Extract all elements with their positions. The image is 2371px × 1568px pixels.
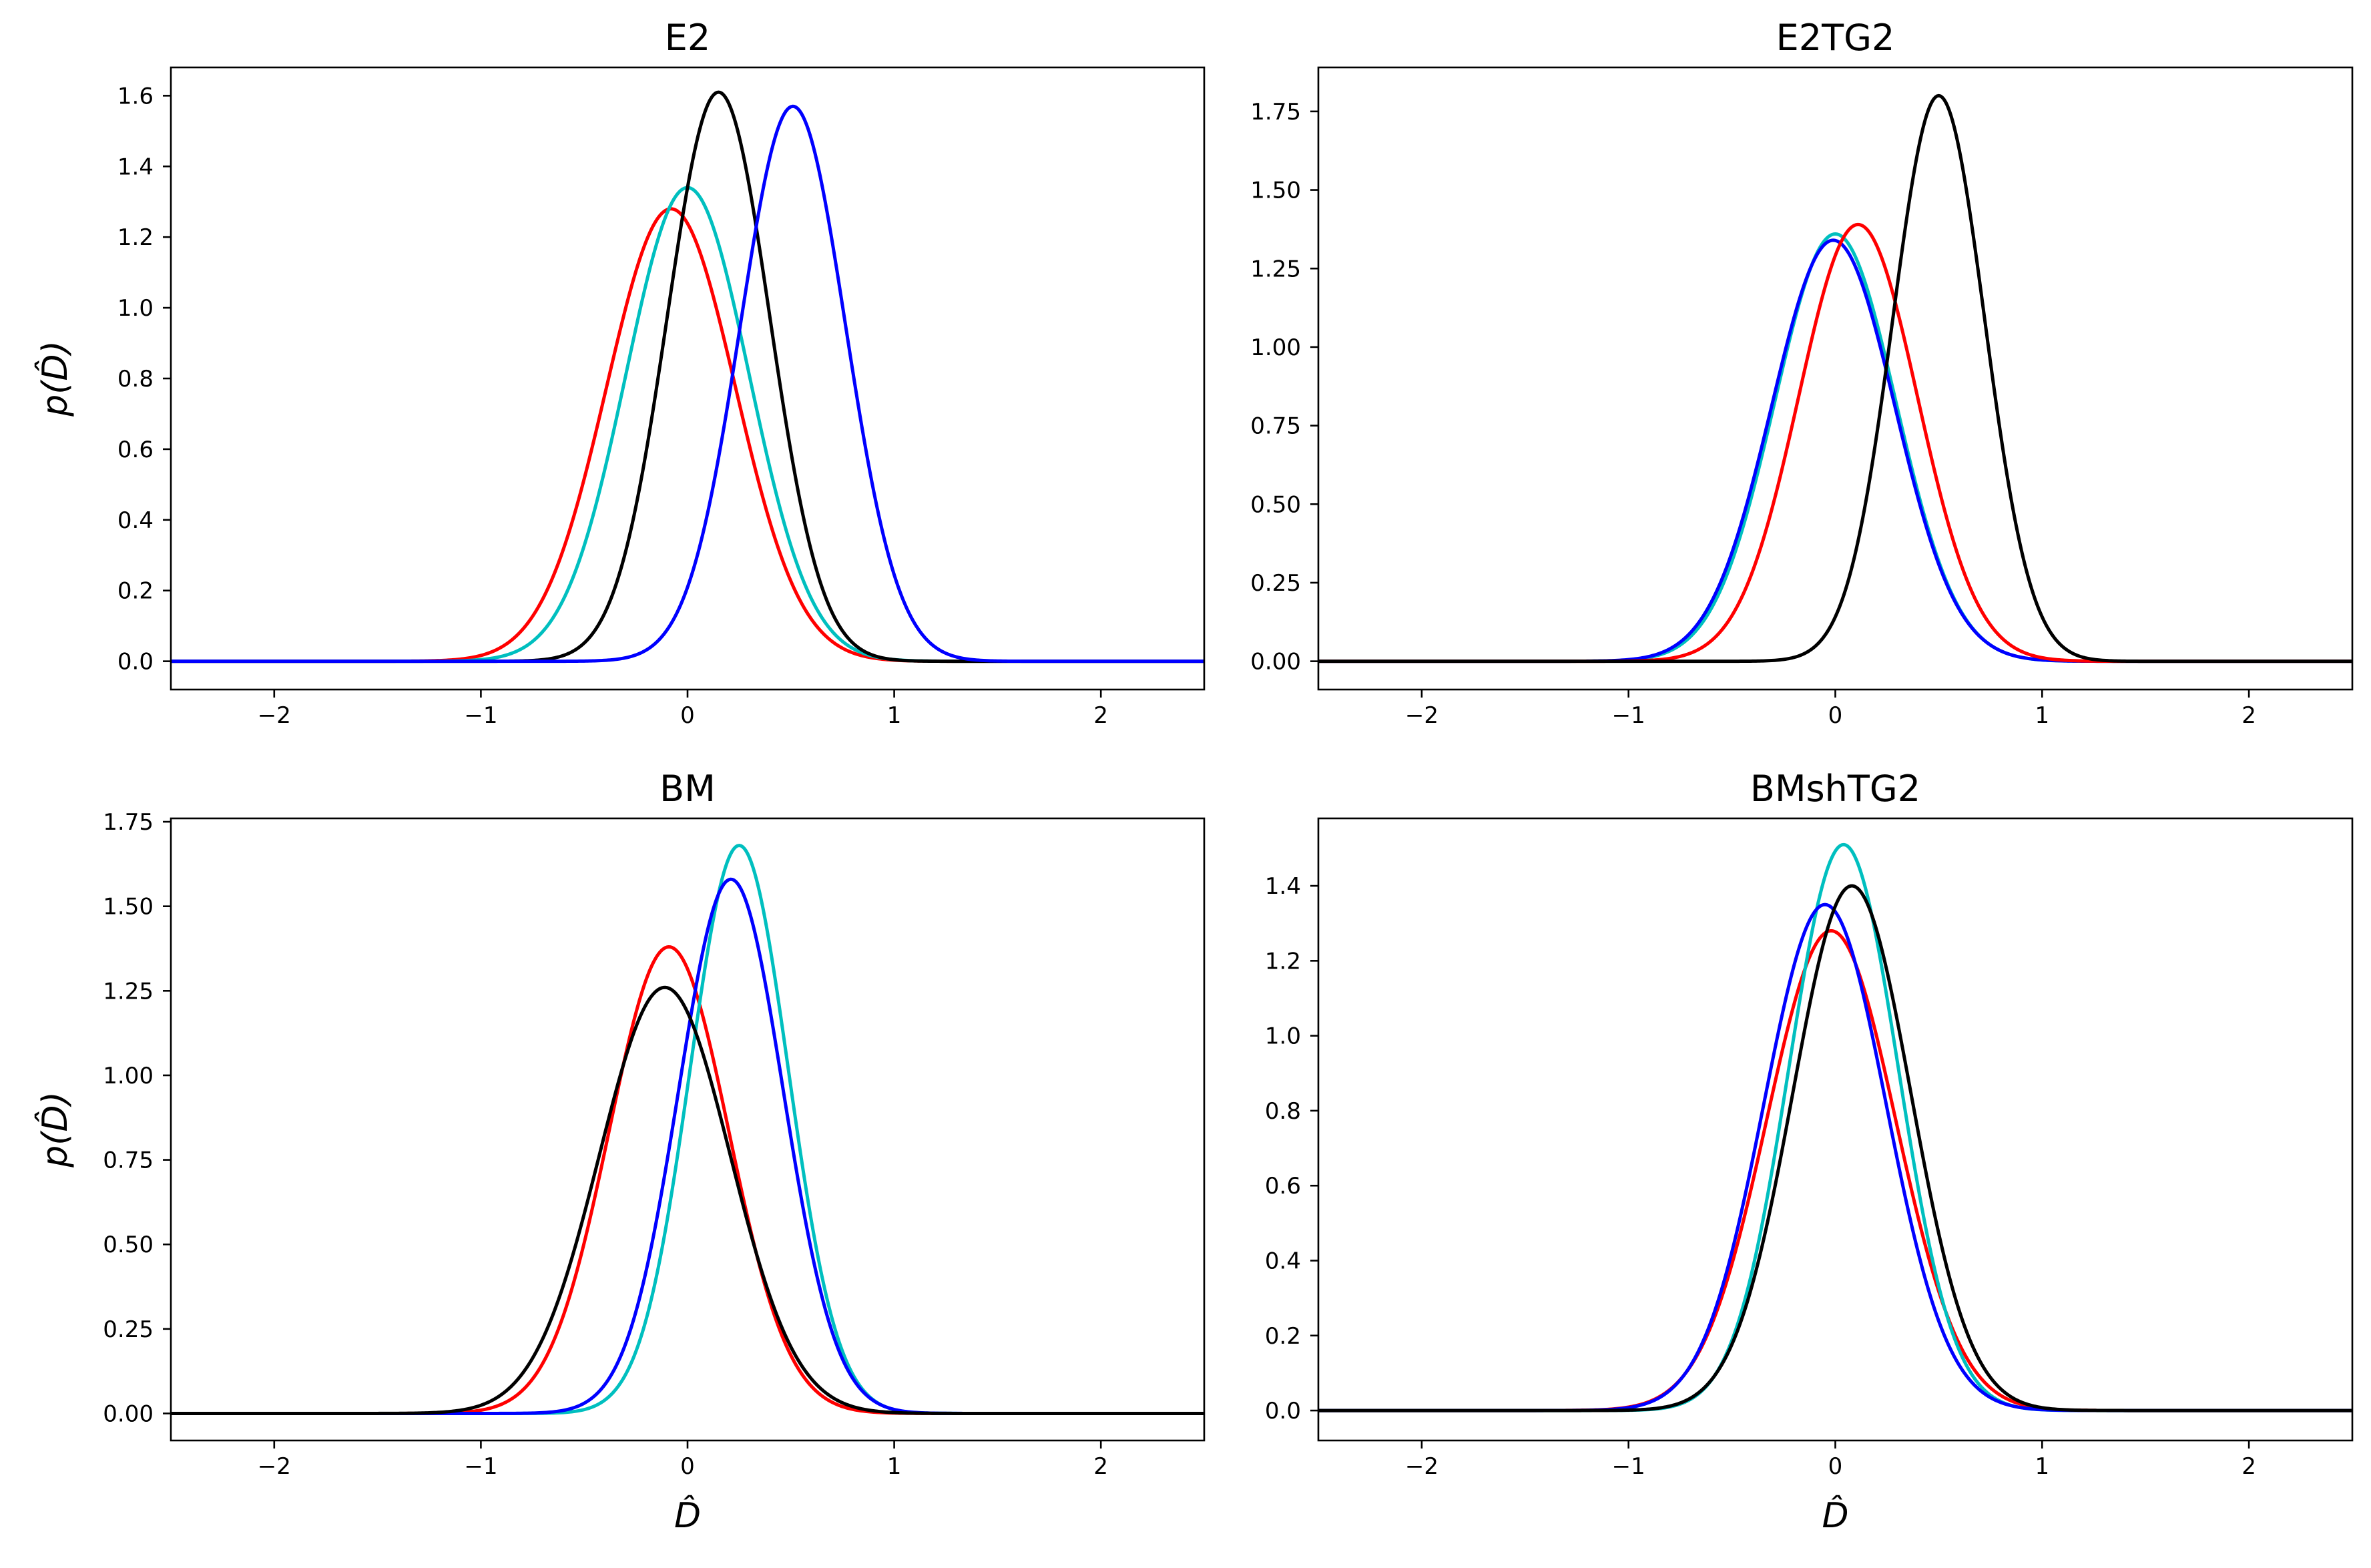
series-line-4 <box>171 985 1204 1415</box>
x-tick-label: 2 <box>2242 702 2256 729</box>
y-tick-label: 0.0 <box>1265 1398 1301 1424</box>
y-tick-label: 1.00 <box>1250 334 1301 361</box>
subplot-4: −2 −1 0 1 2 0.0 0.2 0.4 0.6 0.8 1.0 1.2 1.4 BMshTG2 D̂ <box>1265 768 2354 1536</box>
x-tick-label: −2 <box>258 1453 291 1480</box>
series-line-1 <box>171 207 1204 664</box>
series-line-2 <box>171 844 1204 1415</box>
series-line-1 <box>1318 929 2352 1412</box>
x-tick-label: −1 <box>1612 1453 1645 1480</box>
y-tick-label: 1.50 <box>103 894 154 921</box>
series-line-4 <box>171 104 1204 664</box>
series-line-3 <box>171 877 1204 1415</box>
y-tick-label: 1.0 <box>117 295 154 322</box>
x-tick-label: −2 <box>1405 702 1438 729</box>
y-tick-label: 0.75 <box>1250 413 1301 440</box>
x-tick-label: 1 <box>2035 702 2049 729</box>
series-line-1 <box>171 945 1204 1415</box>
subplot-3: −2 −1 0 1 2 0.00 0.25 0.50 0.75 1.00 1.25 1.50 1.75 B… <box>35 768 1206 1536</box>
panel-title: E2TG2 <box>1776 17 1895 59</box>
y-tick-label: 0.75 <box>103 1147 154 1174</box>
y-tick-label: 0.8 <box>1265 1098 1301 1125</box>
x-tick-label: 1 <box>887 702 902 729</box>
y-tick-label: 1.0 <box>1265 1023 1301 1050</box>
y-tick-label: 0.00 <box>1250 649 1301 676</box>
y-tick-label: 0.4 <box>117 507 154 534</box>
subplot-1: −2 −1 0 1 2 0.0 0.2 0.4 0.6 0.8 1.0 1.2 1.4 1.6 E2 p(D̂… <box>35 17 1206 729</box>
y-axis-label: p(D̂) <box>35 340 75 417</box>
x-tick-label: 2 <box>1093 702 1108 729</box>
x-tick-label: 1 <box>887 1453 902 1480</box>
series-line-4 <box>1318 884 2352 1412</box>
x-axis-label: D̂ <box>674 1495 701 1536</box>
x-tick-label: 0 <box>680 702 695 729</box>
axes-frame <box>1317 66 2354 691</box>
y-tick-label: 1.75 <box>1250 99 1301 125</box>
x-axis-label: D̂ <box>1822 1495 1848 1536</box>
y-tick-label: 0.8 <box>117 366 154 393</box>
y-tick-label: 1.75 <box>103 809 154 836</box>
y-tick-label: 1.50 <box>1250 178 1301 204</box>
y-tick-label: 0.00 <box>103 1400 154 1427</box>
x-tick-label: 2 <box>1093 1453 1108 1480</box>
subplot-2: −2 −1 0 1 2 0.00 0.25 0.50 0.75 1.00 1.25 1.50 1.75 E… <box>1250 17 2354 729</box>
y-tick-label: 0.2 <box>117 578 154 605</box>
x-tick-label: 0 <box>1828 702 1843 729</box>
x-tick-label: −2 <box>1405 1453 1438 1480</box>
y-tick-label: 0.50 <box>1250 491 1301 518</box>
x-tick-label: −1 <box>464 702 497 729</box>
series-line-2 <box>1318 842 2352 1412</box>
series-line-2 <box>1318 238 2352 664</box>
y-tick-label: 1.2 <box>1265 948 1301 975</box>
y-tick-label: 0.0 <box>117 649 154 676</box>
x-tick-label: −1 <box>464 1453 497 1480</box>
x-tick-label: 2 <box>2242 1453 2256 1480</box>
x-tick-label: −1 <box>1612 702 1645 729</box>
y-tick-label: 0.50 <box>103 1232 154 1258</box>
series-line-3 <box>1318 222 2352 664</box>
series-line-1 <box>1318 232 2352 664</box>
axes-frame <box>170 66 1206 691</box>
y-tick-label: 1.2 <box>117 224 154 251</box>
y-tick-label: 1.4 <box>1265 873 1301 900</box>
series-line-3 <box>1318 902 2352 1412</box>
y-tick-label: 0.6 <box>117 437 154 463</box>
x-tick-label: 1 <box>2035 1453 2049 1480</box>
y-axis-label: p(D̂) <box>35 1091 75 1168</box>
panel-title: E2 <box>665 17 710 59</box>
y-tick-label: 1.6 <box>117 83 154 109</box>
y-tick-label: 0.25 <box>103 1316 154 1343</box>
y-tick-label: 1.25 <box>1250 256 1301 282</box>
y-tick-label: 1.4 <box>117 154 154 180</box>
panel-title: BMshTG2 <box>1750 768 1920 810</box>
x-tick-label: −2 <box>258 702 291 729</box>
y-tick-label: 0.4 <box>1265 1248 1301 1275</box>
axes-frame <box>170 817 1206 1442</box>
y-tick-label: 0.25 <box>1250 570 1301 597</box>
x-tick-label: 0 <box>680 1453 695 1480</box>
panel-title: BM <box>660 768 716 810</box>
y-tick-label: 0.6 <box>1265 1173 1301 1200</box>
y-tick-label: 0.2 <box>1265 1323 1301 1350</box>
series-line-3 <box>171 90 1204 664</box>
x-tick-label: 0 <box>1828 1453 1843 1480</box>
y-tick-label: 1.25 <box>103 978 154 1005</box>
y-tick-label: 1.00 <box>103 1063 154 1089</box>
series-line-4 <box>1318 93 2352 664</box>
